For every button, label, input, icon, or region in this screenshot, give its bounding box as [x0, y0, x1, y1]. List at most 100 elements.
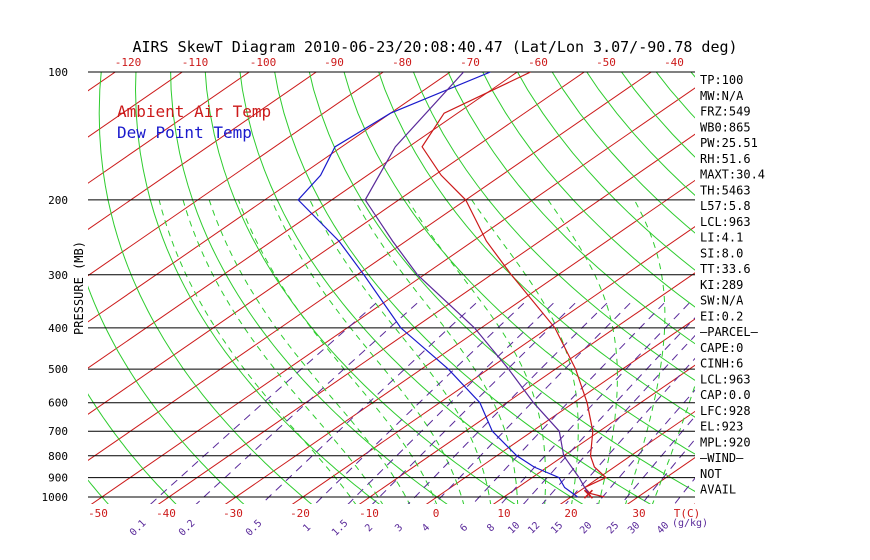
moist-adiabat-line	[651, 383, 695, 504]
bottom-temp-tick-label: -30	[223, 507, 243, 520]
isobar-lines	[88, 71, 695, 498]
dry-adiabat-line	[482, 72, 695, 308]
pressure-tick-label: 700	[48, 425, 68, 438]
stability-index-item: MW:N/A	[700, 89, 744, 103]
dry-adiabat-line	[88, 285, 245, 504]
stability-index-item: FRZ:549	[700, 105, 751, 119]
dry-adiabat-line	[412, 72, 695, 381]
pressure-tick-label: 300	[48, 269, 68, 282]
stability-index-item: LI:4.1	[700, 231, 743, 245]
mixing-ratio-line	[641, 438, 695, 504]
stability-index-item: SW:N/A	[700, 294, 744, 308]
chart-title: AIRS SkewT Diagram 2010-06-23/20:08:40.4…	[132, 38, 737, 56]
isotherm-line	[88, 72, 318, 230]
isotherm-line	[425, 318, 695, 504]
isotherm-line	[224, 179, 695, 504]
stability-index-item: NOT	[700, 467, 722, 481]
stability-index-item: SI:8.0	[700, 246, 743, 260]
isotherm-line	[88, 72, 519, 369]
isotherm-line	[559, 410, 695, 504]
moist-adiabat-line	[354, 199, 519, 504]
bottom-unit-label: T(C)	[674, 507, 701, 520]
stability-index-item: —WIND—	[700, 451, 744, 465]
stability-index-item: AVAIL	[700, 483, 736, 497]
pressure-tick-label: 1000	[42, 491, 69, 504]
isotherm-line	[88, 72, 385, 277]
legend-dewpoint: Dew Point Temp	[117, 123, 252, 142]
dry-adiabat-line	[343, 72, 695, 455]
mixing-ratio-line	[472, 302, 665, 504]
dry-adiabat-line	[447, 72, 695, 345]
pressure-tick-label: 100	[48, 66, 68, 79]
stability-index-item: TT:33.6	[700, 262, 751, 276]
ambient-temp-line	[421, 72, 607, 498]
top-temp-tick-label: -80	[392, 56, 412, 69]
moist-adiabat-line	[309, 199, 492, 504]
pressure-tick-label: 400	[48, 322, 68, 335]
stability-index-item: LCL:963	[700, 215, 751, 229]
top-temp-tick-label: -90	[324, 56, 344, 69]
stability-index-item: PW:25.51	[700, 136, 758, 150]
legend-ambient: Ambient Air Temp	[117, 102, 271, 121]
isotherm-line	[157, 133, 695, 504]
pressure-tick-label: 800	[48, 450, 68, 463]
mixing-ratio-line	[407, 302, 608, 504]
stability-index-item: LCL:963	[700, 372, 751, 386]
pressure-tick-label: 600	[48, 397, 68, 410]
moist-adiabat-line	[237, 199, 438, 504]
isotherm-line	[88, 72, 586, 415]
dry-adiabat-line	[239, 72, 583, 504]
pressure-tick-label: 200	[48, 194, 68, 207]
moist-adiabat-line	[625, 199, 666, 504]
top-temp-tick-label: -120	[115, 56, 142, 69]
stability-index-item: EL:923	[700, 420, 743, 434]
isotherm-line	[358, 272, 695, 504]
sounding-profiles	[297, 72, 607, 499]
top-temp-tick-label: -60	[528, 56, 548, 69]
stability-index-item: MPL:920	[700, 435, 751, 449]
moist-adiabat-line	[182, 199, 384, 504]
mixing-ratio-line	[149, 302, 377, 504]
stability-index-item: RH:51.6	[700, 152, 751, 166]
dry-adiabat-line	[98, 72, 312, 504]
isotherm-line	[88, 72, 184, 138]
stability-index-item: LFC:928	[700, 404, 751, 418]
pressure-tick-label: 900	[48, 472, 68, 485]
isotherm-line	[88, 72, 251, 184]
stability-index-item: TP:100	[700, 73, 743, 87]
mixing-ratio-line	[195, 302, 418, 504]
stability-index-item: EI:0.2	[700, 309, 743, 323]
stability-index-item: CAP:0.0	[700, 388, 751, 402]
dewpoint-line	[297, 72, 579, 498]
top-temp-tick-label: -70	[460, 56, 480, 69]
stability-index-item: KI:289	[700, 278, 743, 292]
moist-adiabat-line	[208, 199, 411, 504]
dry-adiabat-line	[204, 72, 516, 504]
moist-adiabat-line	[471, 199, 579, 504]
dry-adiabat-line	[274, 72, 651, 504]
parcel-line	[364, 72, 592, 498]
moist-adiabat-line	[547, 199, 618, 504]
top-temp-tick-label: -100	[250, 56, 277, 69]
dry-adiabat-line	[170, 72, 448, 504]
stability-index-item: —PARCEL—	[700, 325, 759, 339]
stability-index-item: CINH:6	[700, 357, 743, 371]
surface-marker	[583, 489, 593, 499]
isotherm-line	[88, 72, 653, 462]
bottom-temp-tick-label: 30	[632, 507, 645, 520]
bottom-temp-tick-label: -10	[359, 507, 379, 520]
stability-index-item: CAPE:0	[700, 341, 743, 355]
top-temp-tick-label: -50	[596, 56, 616, 69]
y-axis-label: PRESSURE (MB)	[72, 241, 86, 335]
stability-index-item: L57:5.8	[700, 199, 751, 213]
isotherm-line	[88, 72, 452, 323]
isotherm-line	[291, 226, 695, 504]
bottom-temp-tick-label: 0	[433, 507, 440, 520]
bottom-temp-tick-label: -50	[88, 507, 108, 520]
bottom-temp-tick-label: -20	[290, 507, 310, 520]
stability-index-item: WB0:865	[700, 120, 751, 134]
isotherm-line	[90, 87, 695, 504]
bottom-temp-tick-label: 20	[564, 507, 577, 520]
bottom-temp-tick-label: 10	[497, 507, 510, 520]
